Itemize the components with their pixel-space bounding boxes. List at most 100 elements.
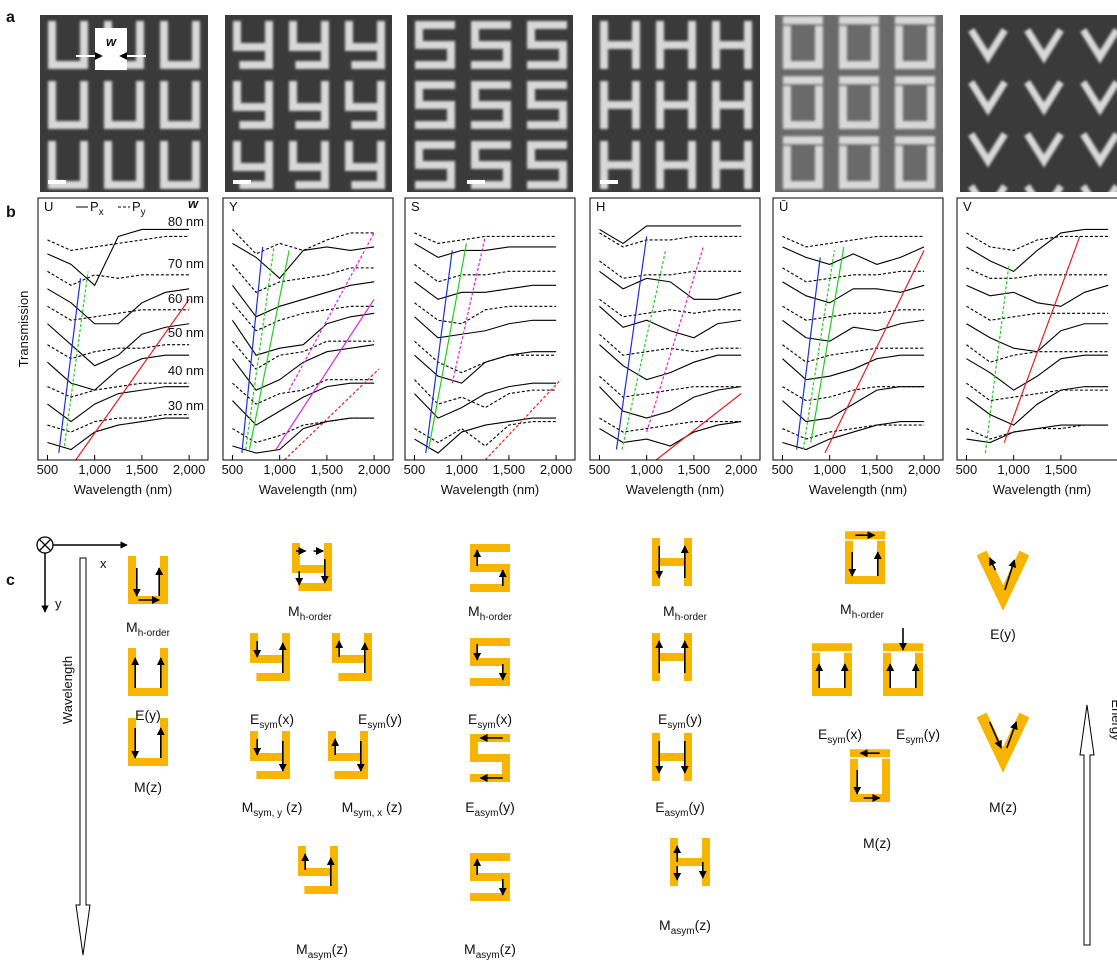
spectrum-line [599,387,741,418]
plot-title: H [596,199,605,214]
spectrum-line [47,383,189,397]
mode-label-part: h-order [852,610,885,621]
glyph [716,205,748,245]
glyph [984,720,1022,760]
glyph-shape [475,0,507,5]
glyph [531,0,563,5]
glyph-shape [220,0,252,5]
spectrum-line [232,264,374,292]
legend-label-part: y [141,207,146,218]
spectrum-line [232,243,374,278]
spectrum-line [966,383,1108,400]
mode-label-part: (x) [278,711,294,727]
glyph [475,0,507,5]
spectrum-line [414,282,556,299]
mode-label-part: M [663,603,675,619]
plot-frame [223,198,393,460]
wavelength-arrow [76,558,90,955]
mode-label-part: sym [905,735,923,746]
glyph-shape [849,535,881,580]
guide-line [656,394,741,460]
glyph [220,0,252,5]
glyph-shape [816,647,848,692]
x-tick-label: 1,500 [678,462,711,477]
glyph [474,738,506,778]
plot-area [966,229,1108,453]
width-label: 60 nm [168,291,204,306]
guide-line [289,233,374,390]
glyph [349,0,381,5]
x-tick-label: 1,000 [997,462,1030,477]
mode-label-part: M [296,941,308,957]
glyph-shape [474,857,506,897]
glyph [587,0,619,5]
plot-title: V [963,199,972,214]
mode-label-part: (z) [332,941,348,957]
figure: a b c w5001,0001,5002,000Wavelength (nm)… [0,0,1117,969]
glyph [419,205,451,245]
plot-title: U [44,199,53,214]
spectrum-line [414,264,556,281]
glyph-shape [405,0,437,5]
wavelength-label: Wavelength [60,656,75,724]
x-tick-label: 1,500 [493,462,526,477]
guide-line [426,250,452,453]
mode-label-part: sym [827,735,845,746]
glyph-shape [164,0,196,5]
glyph-shape [237,0,269,5]
mode-label-part: M [126,619,138,635]
width-label: 30 nm [168,398,204,413]
mode-label-part: (x) [496,711,512,727]
glyph-shape [973,0,1003,5]
spectrum-line [47,236,189,250]
glyph [237,0,269,5]
mode-label-part: M [242,799,254,815]
mode-label: Esym(y) [358,711,402,731]
spectrum-line [599,376,741,397]
x-tick-label: 500 [956,462,978,477]
mode-label-part: E(y) [990,626,1016,642]
glyph-shape [474,548,506,588]
width-label: 80 nm [168,214,204,229]
mode-label-part: M(z) [863,835,891,851]
spectrum-line [966,324,1108,352]
glyph-shape [604,0,636,5]
glyph-shape [531,0,563,5]
glyph-shape [132,652,164,692]
mode-label: Msym, y (z) [242,799,303,819]
glyph-shape [132,722,164,762]
glyph [419,0,451,5]
glyph [296,547,328,587]
glyph-shape [656,542,688,582]
x-tick-label: 500 [772,462,794,477]
axis-name: y [55,596,62,611]
axis-name: x [100,556,107,571]
glyph-shape [772,0,804,5]
mode-label: Easym(y) [465,799,515,819]
x-axis-label: Wavelength (nm) [993,482,1092,497]
mode-label-part: E [465,799,474,815]
glyph [237,205,269,245]
x-axis-label: Wavelength (nm) [626,482,725,497]
glyph [899,200,931,245]
mode-label: Mh-order [288,603,333,623]
glyph [1085,241,1115,265]
glyph [604,0,636,5]
x-tick-label: 1,500 [1045,462,1078,477]
mode-label-part: M [464,941,476,957]
spectrum-line [966,425,1108,442]
spectrum-line [966,229,1108,271]
spectrum-line [47,306,189,320]
guide-line [76,299,189,460]
spectrum-line [782,282,924,303]
spectrum-line [966,285,1108,306]
glyph [254,735,286,775]
mode-label-part: asym [476,950,500,961]
mode-label-part: (z) [282,799,302,815]
glyph-shape [854,753,886,798]
glyph [660,0,692,5]
glyph-shape [293,0,325,5]
mode-label-part: E [655,799,664,815]
glyph-shape [1085,241,1115,265]
guide-line [276,299,374,449]
